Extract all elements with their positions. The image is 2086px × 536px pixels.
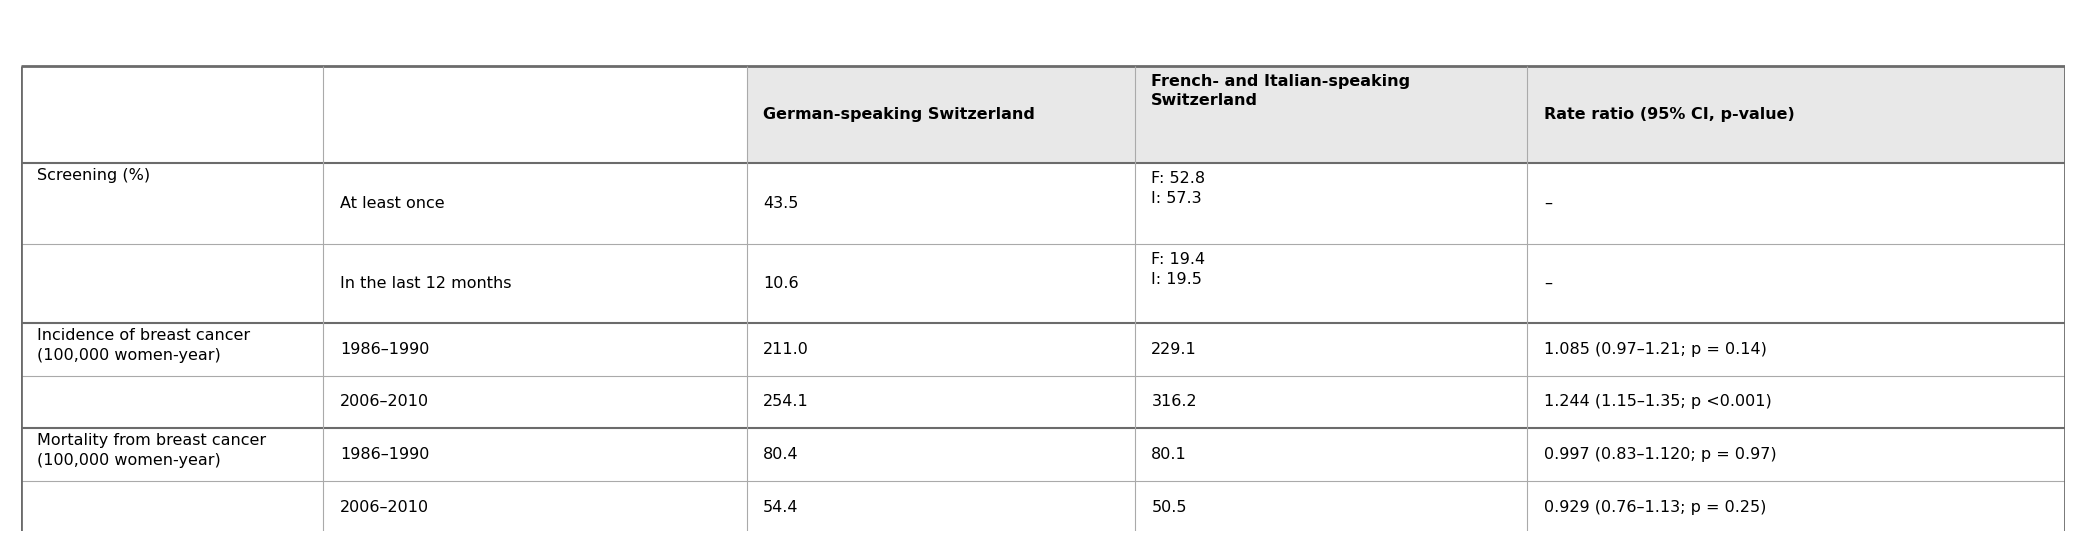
- Text: F: 19.4
I: 19.5: F: 19.4 I: 19.5: [1151, 252, 1206, 287]
- Text: 54.4: 54.4: [763, 500, 799, 515]
- Text: 80.4: 80.4: [763, 447, 799, 462]
- Text: At least once: At least once: [340, 196, 444, 211]
- Text: –: –: [1544, 196, 1552, 211]
- Text: Screening (%): Screening (%): [38, 168, 150, 183]
- Text: 2006–2010: 2006–2010: [340, 500, 430, 515]
- Text: 0.997 (0.83–1.120; p = 0.97): 0.997 (0.83–1.120; p = 0.97): [1544, 447, 1777, 462]
- Text: 1.244 (1.15–1.35; p <0.001): 1.244 (1.15–1.35; p <0.001): [1544, 394, 1771, 410]
- Bar: [747, 66, 2065, 163]
- Text: 0.929 (0.76–1.13; p = 0.25): 0.929 (0.76–1.13; p = 0.25): [1544, 500, 1767, 515]
- Text: French- and Italian-speaking
Switzerland: French- and Italian-speaking Switzerland: [1151, 73, 1410, 108]
- Text: 229.1: 229.1: [1151, 342, 1197, 357]
- Text: 43.5: 43.5: [763, 196, 799, 211]
- Text: 50.5: 50.5: [1151, 500, 1187, 515]
- Text: Rate ratio (95% CI, p-value): Rate ratio (95% CI, p-value): [1544, 107, 1794, 122]
- Text: 2006–2010: 2006–2010: [340, 394, 430, 410]
- Text: 80.1: 80.1: [1151, 447, 1187, 462]
- Text: German-speaking Switzerland: German-speaking Switzerland: [763, 107, 1035, 122]
- Text: 316.2: 316.2: [1151, 394, 1197, 410]
- Text: –: –: [1544, 276, 1552, 291]
- Text: 1986–1990: 1986–1990: [340, 342, 430, 357]
- Text: 254.1: 254.1: [763, 394, 809, 410]
- Text: 211.0: 211.0: [763, 342, 809, 357]
- Text: Mortality from breast cancer
(100,000 women-year): Mortality from breast cancer (100,000 wo…: [38, 434, 267, 468]
- Text: In the last 12 months: In the last 12 months: [340, 276, 511, 291]
- Text: F: 52.8
I: 57.3: F: 52.8 I: 57.3: [1151, 171, 1206, 206]
- Bar: [21, 66, 2065, 533]
- Text: 10.6: 10.6: [763, 276, 799, 291]
- Text: 1986–1990: 1986–1990: [340, 447, 430, 462]
- Text: 1.085 (0.97–1.21; p = 0.14): 1.085 (0.97–1.21; p = 0.14): [1544, 342, 1767, 357]
- Text: Incidence of breast cancer
(100,000 women-year): Incidence of breast cancer (100,000 wome…: [38, 329, 250, 363]
